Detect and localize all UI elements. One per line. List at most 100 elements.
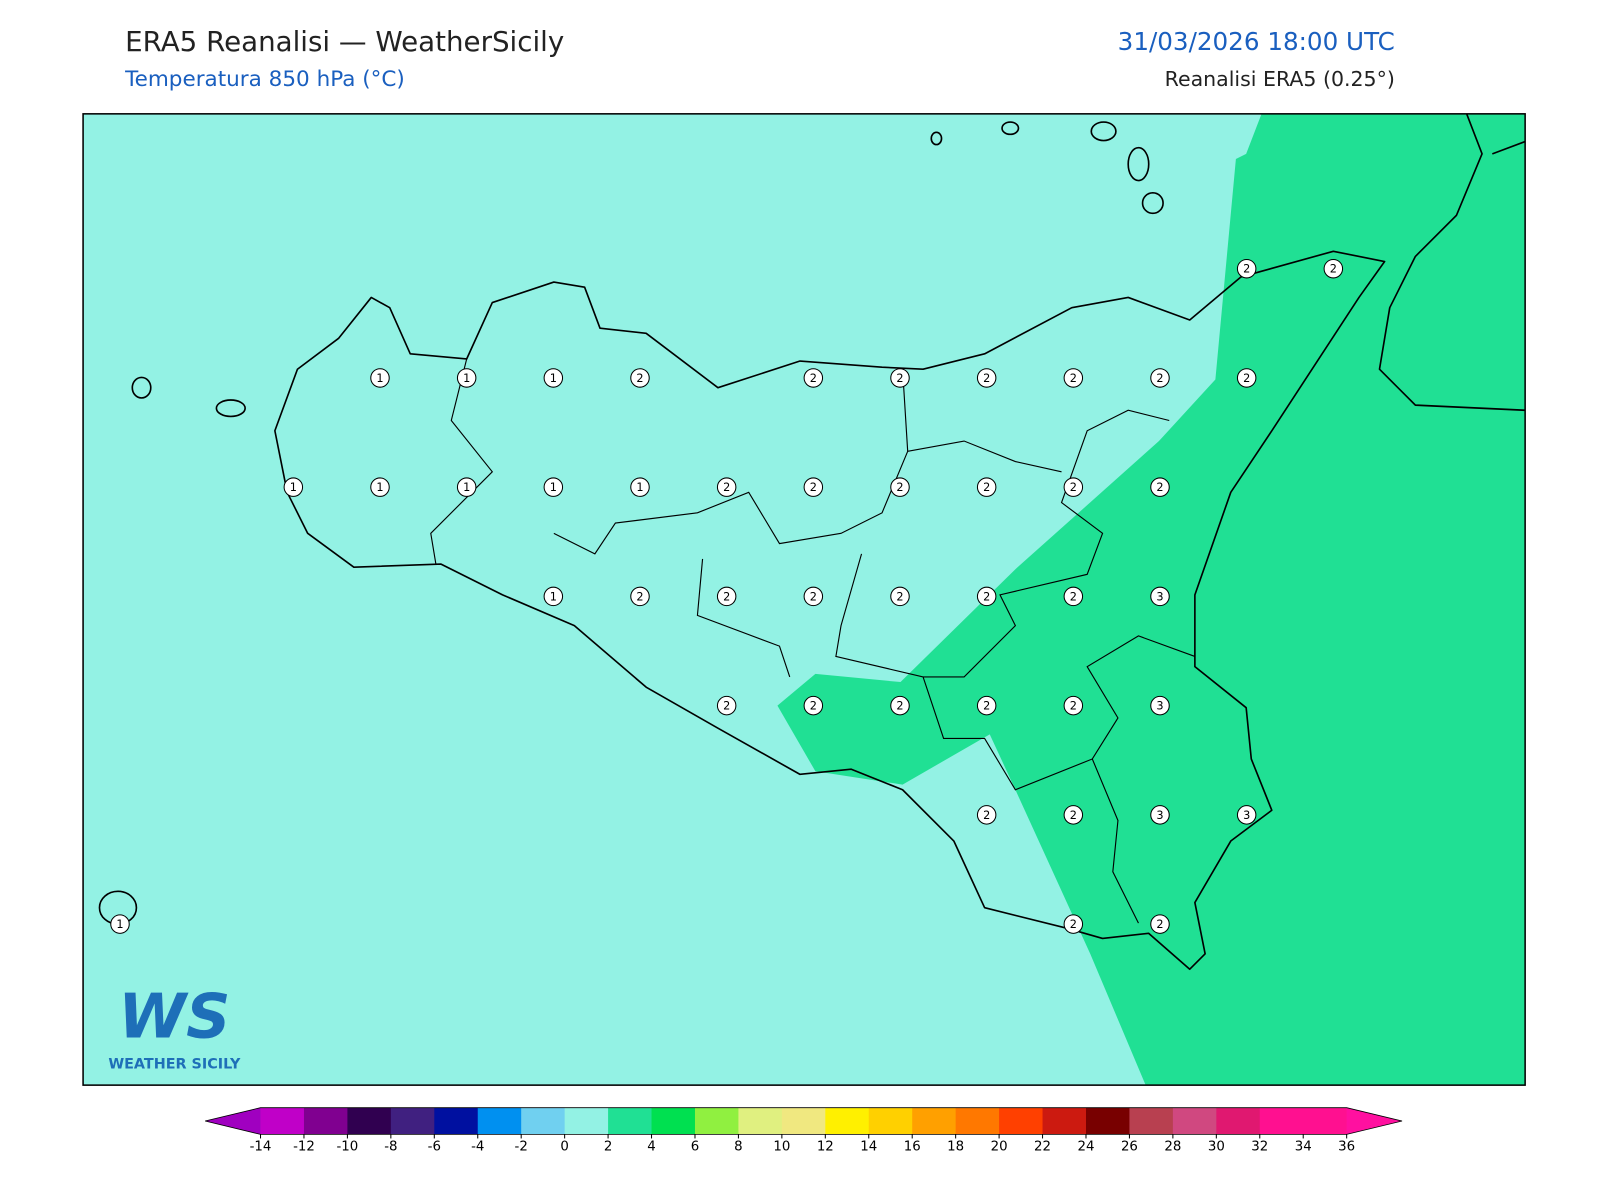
- station-marker: [890, 368, 910, 388]
- station-marker: [543, 477, 564, 497]
- station-marker: [803, 368, 824, 388]
- colorbar-tick-label: 14: [860, 1140, 877, 1155]
- colorbar-tick-label: 0: [560, 1140, 568, 1155]
- station-marker: [543, 368, 564, 388]
- colorbar-segment: [825, 1107, 870, 1135]
- colorbar-tick-label: 32: [1251, 1140, 1268, 1155]
- station-value: 2: [636, 590, 643, 603]
- station-value: 3: [1243, 809, 1250, 822]
- datetime: 31/03/2026 18:00 UTC: [1118, 27, 1395, 56]
- station-marker: [716, 695, 737, 716]
- island: [930, 131, 943, 146]
- colorbar-segment: [260, 1107, 305, 1135]
- station-value: 2: [1330, 263, 1337, 276]
- station-value: 1: [376, 481, 383, 494]
- island: [1001, 121, 1020, 136]
- station-marker: [1063, 586, 1084, 607]
- island: [215, 399, 246, 418]
- station-marker: [1236, 805, 1257, 825]
- station-marker: [630, 368, 650, 388]
- station-value: 1: [463, 481, 470, 494]
- station-value: 3: [1156, 700, 1163, 713]
- station-marker: [1063, 914, 1084, 934]
- station-marker: [1236, 258, 1257, 279]
- colorbar-tick-label: -12: [293, 1140, 315, 1155]
- station-value: 2: [1070, 700, 1077, 713]
- colorbar-segment: [738, 1107, 783, 1135]
- colorbar-extend-low: [205, 1107, 261, 1135]
- station-marker: [1150, 914, 1170, 934]
- station-marker: [803, 477, 824, 497]
- station-marker: [1063, 368, 1084, 388]
- colorbar-tick-label: 26: [1121, 1140, 1138, 1155]
- station-value: 2: [983, 809, 990, 822]
- station-marker: [1150, 695, 1170, 716]
- station-marker: [1063, 477, 1084, 497]
- station-value: 2: [1070, 918, 1077, 931]
- station-value: 2: [810, 700, 817, 713]
- station-value: 2: [810, 372, 817, 385]
- station-marker: [1150, 805, 1170, 825]
- colorbar-tick-label: -8: [384, 1140, 397, 1155]
- station-marker: [630, 477, 650, 497]
- colorbar-segment: [434, 1107, 479, 1135]
- colorbar-tick-label: 36: [1338, 1140, 1355, 1155]
- station-value: 1: [550, 481, 557, 494]
- stations: 2 2 1 1 1 2 2 2 2 2 2 2 1 1 1 1 1 2 2 2 2 2 2 1 2 2 2 2 2 2 3 2 2 2 2 2 3 2 2 3…: [110, 258, 1344, 934]
- colorbar-segment: [477, 1107, 522, 1135]
- station-marker: [370, 477, 390, 497]
- colorbar-segment: [390, 1107, 435, 1135]
- station-value: 3: [1156, 590, 1163, 603]
- station-value: 2: [1243, 372, 1250, 385]
- station-marker: [716, 477, 737, 497]
- colorbar-tick-label: 18: [947, 1140, 964, 1155]
- province-borders: [430, 358, 1196, 924]
- colorbar-segment: [521, 1107, 566, 1135]
- station-value: 1: [550, 372, 557, 385]
- colorbar-tick-label: 10: [773, 1140, 790, 1155]
- colorbar-segment: [1085, 1107, 1130, 1135]
- colorbar-segment: [1259, 1107, 1304, 1135]
- station-marker: [716, 586, 737, 607]
- station-value: 2: [896, 700, 903, 713]
- colorbar-tick-label: -10: [337, 1140, 359, 1155]
- station-marker: [976, 805, 997, 825]
- colorbar-tick-label: -14: [250, 1140, 272, 1155]
- island: [1127, 146, 1150, 182]
- station-value: 1: [550, 590, 557, 603]
- station-value: 2: [1070, 481, 1077, 494]
- station-marker: [1150, 586, 1170, 607]
- station-value: 2: [636, 372, 643, 385]
- logo-text: WEATHER SICILY: [108, 1057, 241, 1073]
- colorbar-segment: [1042, 1107, 1087, 1135]
- colorbar-tick-label: -4: [471, 1140, 484, 1155]
- station-value: 2: [896, 372, 903, 385]
- logo-mark: WS: [118, 981, 230, 1053]
- station-value: 2: [983, 372, 990, 385]
- station-marker: [976, 368, 997, 388]
- station-value: 2: [1156, 372, 1163, 385]
- station-marker: [283, 477, 304, 497]
- colorbar-segment: [868, 1107, 913, 1135]
- station-value: 2: [1070, 372, 1077, 385]
- colorbar-tick-label: 20: [991, 1140, 1008, 1155]
- station-value: 2: [723, 590, 730, 603]
- colorbar-tick-label: 6: [691, 1140, 699, 1155]
- station-marker: [1323, 258, 1344, 279]
- colorbar-segment: [564, 1107, 609, 1135]
- colorbar-segment: [694, 1107, 739, 1135]
- colorbar-segment: [999, 1107, 1044, 1135]
- station-value: 2: [810, 590, 817, 603]
- colorbar-segment: [651, 1107, 696, 1135]
- station-value: 2: [1070, 590, 1077, 603]
- station-marker: [1063, 805, 1084, 825]
- colorbar-tick-label: 4: [647, 1140, 655, 1155]
- station-marker: [630, 586, 650, 607]
- colorbar-tick-label: 8: [734, 1140, 742, 1155]
- station-marker: [456, 368, 477, 388]
- calabria-coast: [1378, 113, 1526, 412]
- colorbar-segment: [303, 1107, 348, 1135]
- station-value: 2: [1243, 263, 1250, 276]
- station-marker: [1150, 477, 1170, 497]
- colorbar-segment: [1172, 1107, 1217, 1135]
